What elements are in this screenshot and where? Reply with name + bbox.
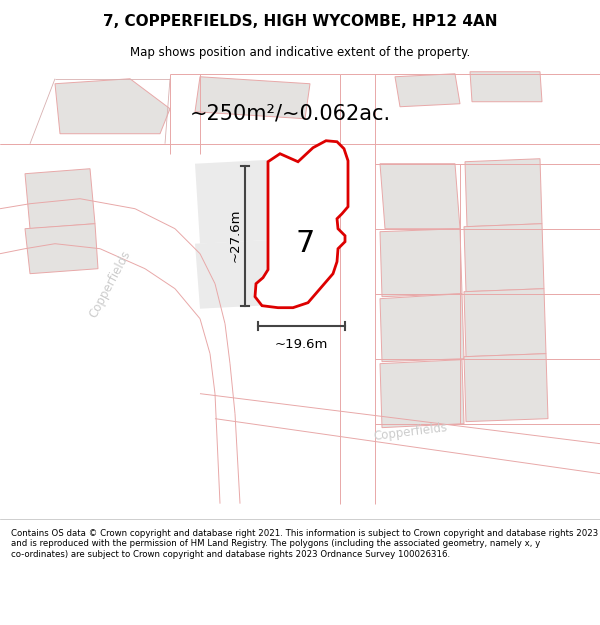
Polygon shape (470, 72, 542, 102)
Polygon shape (55, 79, 170, 134)
Polygon shape (380, 294, 464, 362)
Text: ~250m²/~0.062ac.: ~250m²/~0.062ac. (190, 104, 391, 124)
Polygon shape (195, 239, 298, 309)
Polygon shape (195, 159, 295, 244)
Polygon shape (380, 164, 460, 229)
Text: ~27.6m: ~27.6m (229, 209, 242, 262)
Polygon shape (25, 224, 98, 274)
Text: 7, COPPERFIELDS, HIGH WYCOMBE, HP12 4AN: 7, COPPERFIELDS, HIGH WYCOMBE, HP12 4AN (103, 14, 497, 29)
Polygon shape (464, 289, 546, 357)
Polygon shape (395, 74, 460, 107)
Polygon shape (380, 359, 464, 428)
Polygon shape (464, 224, 544, 292)
Text: Copperfields: Copperfields (87, 248, 133, 319)
Text: Copperfields: Copperfields (372, 421, 448, 442)
Text: 7: 7 (295, 229, 314, 258)
Polygon shape (465, 159, 542, 227)
Text: Map shows position and indicative extent of the property.: Map shows position and indicative extent… (130, 46, 470, 59)
Text: ~19.6m: ~19.6m (275, 338, 328, 351)
Polygon shape (255, 141, 348, 308)
Polygon shape (380, 229, 462, 297)
Polygon shape (25, 169, 95, 229)
Polygon shape (464, 354, 548, 422)
Text: Contains OS data © Crown copyright and database right 2021. This information is : Contains OS data © Crown copyright and d… (11, 529, 598, 559)
Polygon shape (195, 77, 310, 119)
